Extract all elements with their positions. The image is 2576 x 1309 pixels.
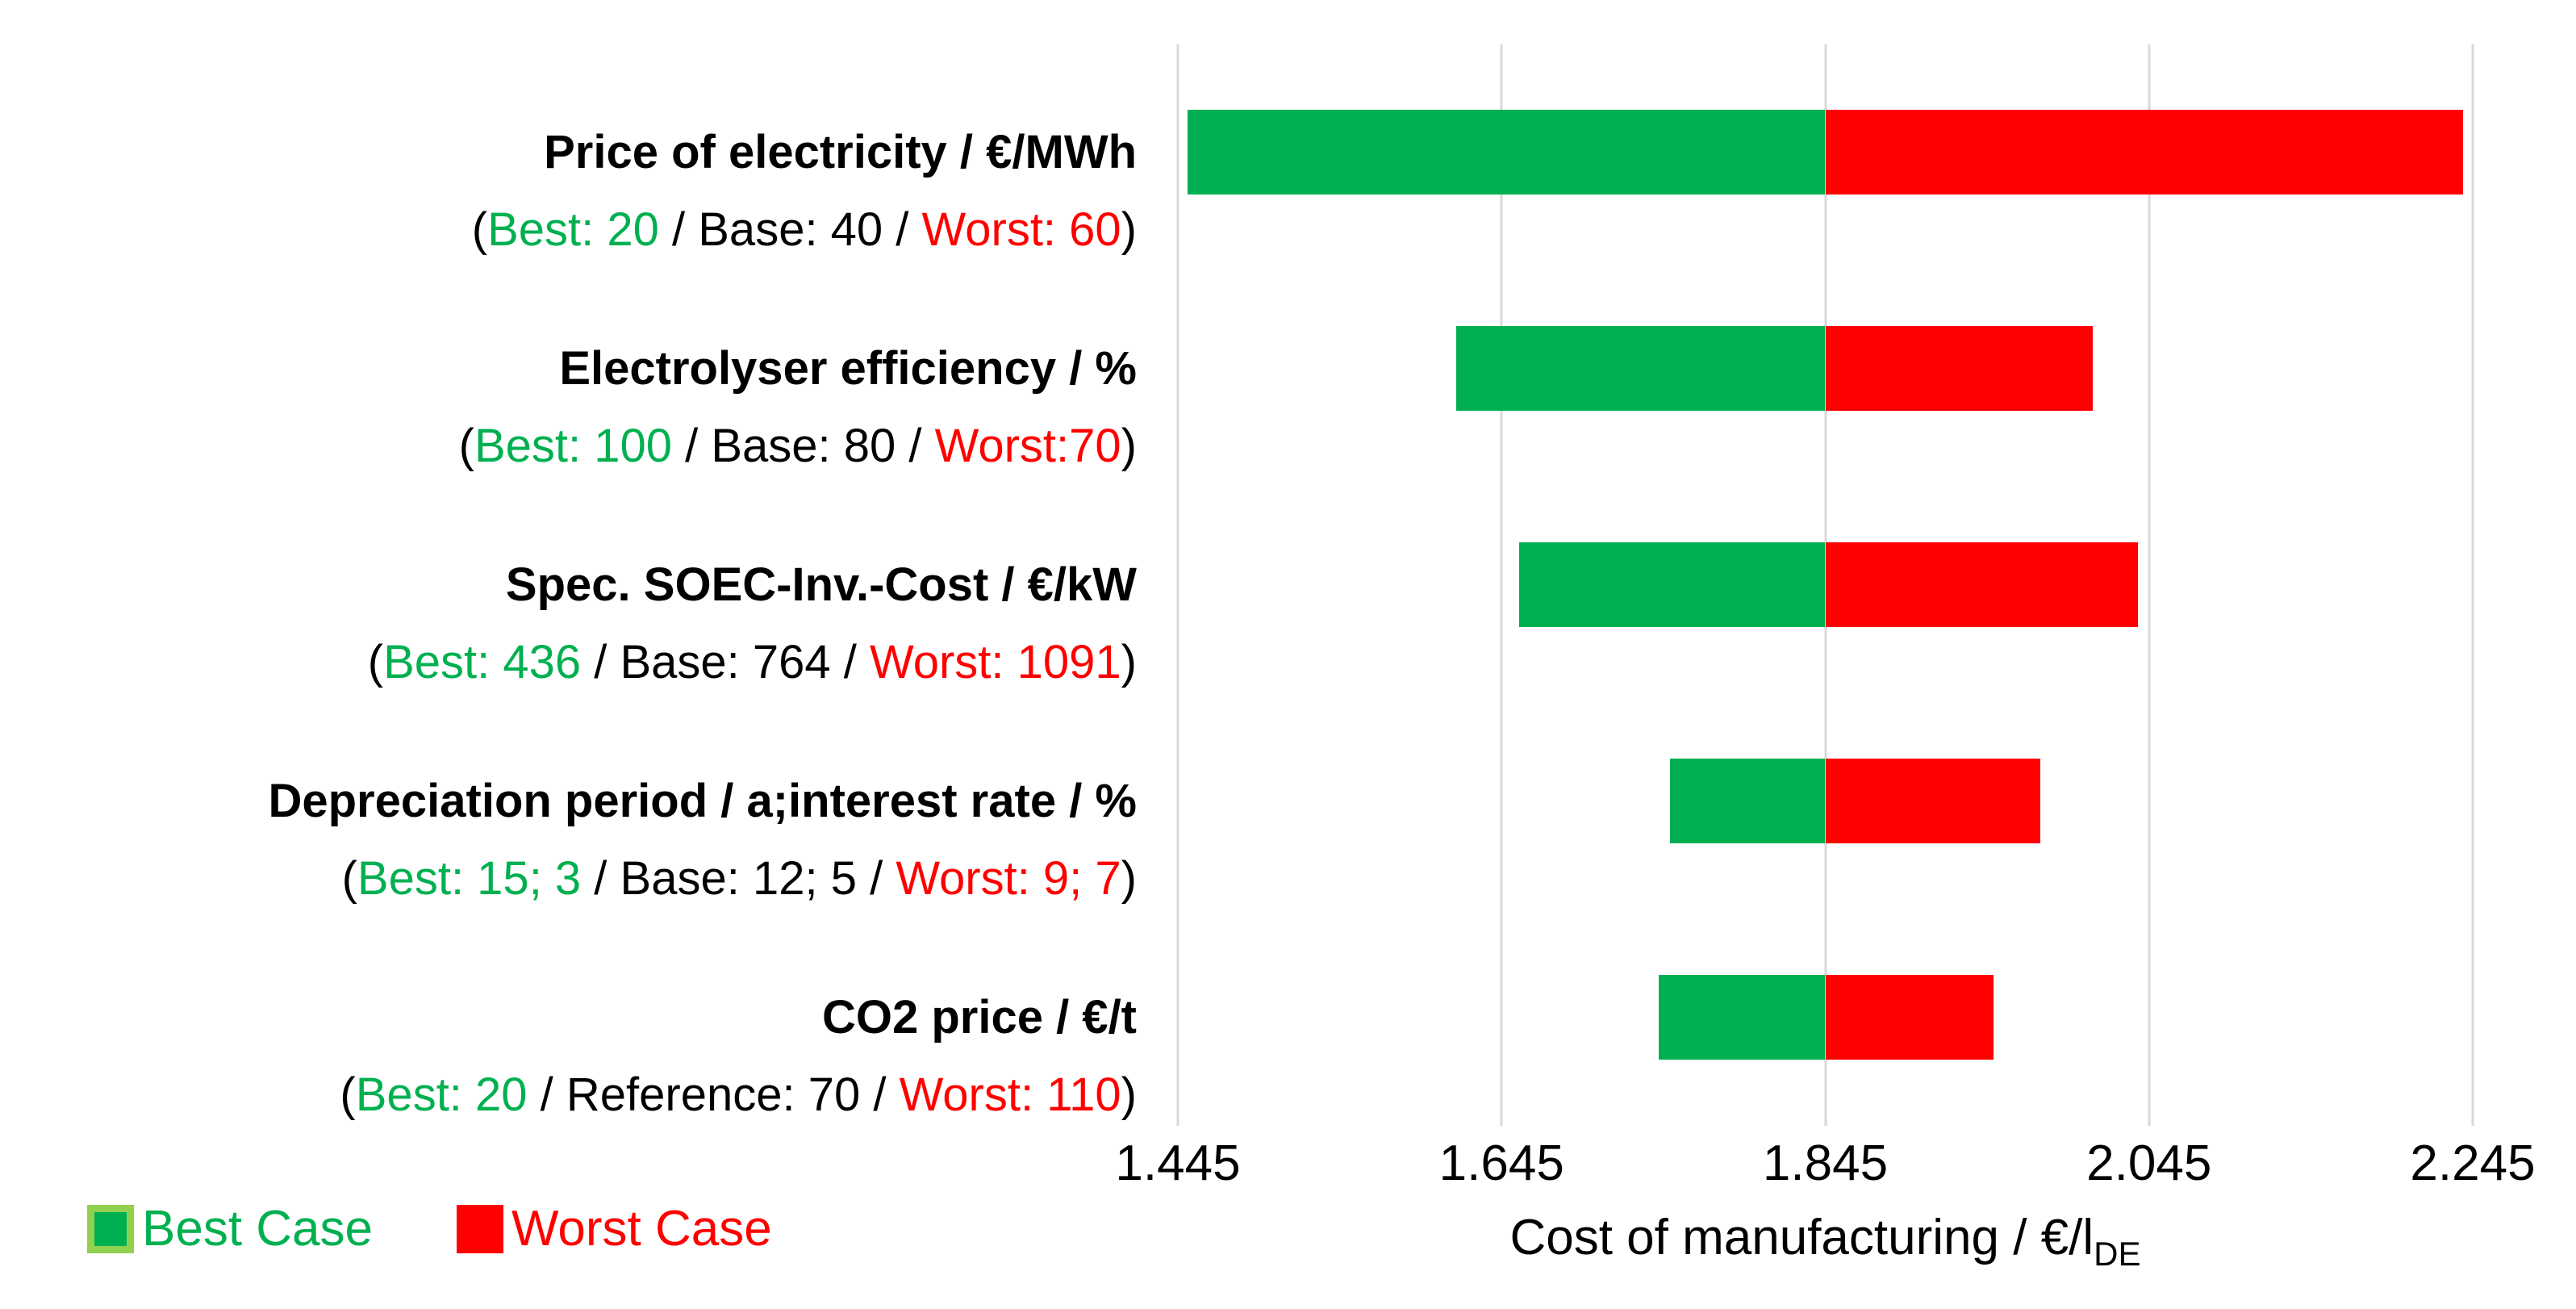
- x-axis-title-text: Cost of manufacturing / €/l: [1509, 1210, 2094, 1265]
- bar-row: [1178, 477, 2473, 693]
- row-label: Electrolyser efficiency / % (Best: 100 / …: [0, 261, 1150, 477]
- worst-case-bar: [1825, 759, 2041, 843]
- detail-segment: Worst: 110: [899, 1069, 1121, 1121]
- row-label: Depreciation period / a;interest rate / …: [0, 693, 1150, 910]
- x-tick-label: 1.445: [1115, 1135, 1241, 1191]
- gridline-2.045: [2148, 44, 2151, 1126]
- worst-case-bar: [1825, 975, 1994, 1060]
- bar-row: [1178, 910, 2473, 1126]
- x-tick-label: 1.645: [1438, 1135, 1564, 1191]
- detail-segment: Best: 20: [487, 203, 659, 256]
- detail-segment: Best: 436: [383, 636, 582, 688]
- best-case-bar: [1519, 542, 1826, 627]
- gridline-1.645: [1500, 44, 1503, 1126]
- detail-segment: Best: 15; 3: [357, 852, 582, 905]
- detail-segment: Worst: 1091: [870, 636, 1121, 688]
- detail-segment: Worst: 9; 7: [896, 852, 1121, 905]
- gridline-1.445: [1176, 44, 1179, 1126]
- worst-case-bar: [1825, 110, 2463, 194]
- detail-segment: ): [1121, 1069, 1137, 1121]
- detail-segment: ): [1121, 636, 1137, 688]
- detail-segment: (: [367, 636, 384, 688]
- legend-swatch-best-case: [87, 1205, 134, 1253]
- category-label-column: Price of electricity / €/MWh (Best: 20 / …: [0, 44, 1150, 1126]
- plot-area: [1176, 44, 2474, 1126]
- detail-segment: Worst:70: [934, 420, 1121, 472]
- row-detail: (Best: 436 / Base: 764 / Worst: 1091): [368, 634, 1137, 691]
- legend-swatch-worst-case: [457, 1205, 504, 1253]
- x-tick-label: 2.245: [2410, 1135, 2536, 1191]
- row-title: Electrolyser efficiency / %: [559, 342, 1137, 395]
- best-case-bar: [1669, 759, 1826, 843]
- x-tick-label: 2.045: [2086, 1135, 2212, 1191]
- detail-segment: (: [341, 852, 357, 905]
- row-detail: (Best: 20 / Base: 40 / Worst: 60): [472, 202, 1137, 258]
- row-label: Price of electricity / €/MWh (Best: 20 / …: [0, 44, 1150, 261]
- row-detail: (Best: 100 / Base: 80 / Worst:70): [459, 418, 1137, 475]
- detail-segment: ): [1121, 203, 1137, 256]
- bar-row: [1178, 44, 2473, 261]
- worst-case-bar: [1825, 542, 2138, 627]
- best-case-bar: [1456, 326, 1826, 411]
- detail-segment: / Base: 80 /: [672, 420, 935, 472]
- detail-segment: (: [471, 203, 488, 256]
- legend-item-best-case: Best Case: [87, 1204, 373, 1254]
- legend-item-worst-case: Worst Case: [457, 1204, 772, 1254]
- legend-label: Best Case: [142, 1201, 374, 1257]
- x-tick-label: 1.845: [1762, 1135, 1889, 1191]
- row-title: Depreciation period / a;interest rate / …: [268, 775, 1137, 827]
- x-axis-title-subscript: DE: [2094, 1235, 2141, 1273]
- detail-segment: Best: 100: [474, 420, 673, 472]
- best-case-bar: [1188, 110, 1826, 194]
- row-label: CO2 price / €/t (Best: 20 / Reference: 70…: [0, 910, 1150, 1126]
- row-title: Spec. SOEC-Inv.-Cost / €/kW: [505, 558, 1137, 611]
- gridline-2.245: [2471, 44, 2474, 1126]
- detail-segment: / Base: 764 /: [581, 636, 870, 688]
- detail-segment: ): [1121, 852, 1137, 905]
- x-axis-title: Cost of manufacturing / €/lDE: [1178, 1209, 2473, 1273]
- detail-segment: (: [340, 1069, 356, 1121]
- bar-row: [1178, 693, 2473, 910]
- detail-segment: (: [458, 420, 474, 472]
- worst-case-bar: [1825, 326, 2093, 411]
- detail-segment: ): [1121, 420, 1137, 472]
- x-axis-tick-row: 1.445 1.645 1.845 2.045 2.245: [1115, 1135, 2535, 1193]
- legend-label: Worst Case: [511, 1201, 772, 1257]
- detail-segment: Best: 20: [355, 1069, 528, 1121]
- bar-row: [1178, 261, 2473, 477]
- row-title: Price of electricity / €/MWh: [544, 126, 1137, 178]
- detail-segment: / Base: 40 /: [658, 203, 922, 256]
- detail-segment: Worst: 60: [921, 203, 1121, 256]
- row-label: Spec. SOEC-Inv.-Cost / €/kW (Best: 436 / …: [0, 477, 1150, 693]
- legend: Best Case Worst Case: [87, 1204, 856, 1254]
- row-title: CO2 price / €/t: [821, 991, 1137, 1043]
- row-detail: (Best: 20 / Reference: 70 / Worst: 110): [340, 1067, 1137, 1123]
- best-case-bar: [1658, 975, 1826, 1060]
- detail-segment: / Base: 12; 5 /: [581, 852, 896, 905]
- row-detail: (Best: 15; 3 / Base: 12; 5 / Worst: 9; 7…: [342, 851, 1137, 907]
- detail-segment: / Reference: 70 /: [527, 1069, 900, 1121]
